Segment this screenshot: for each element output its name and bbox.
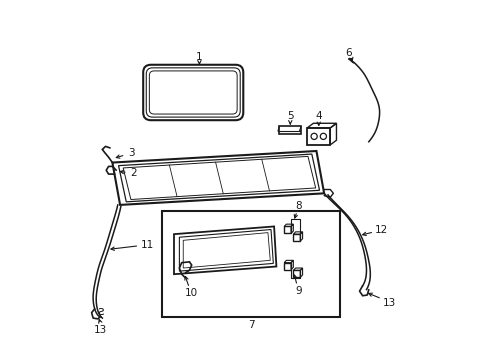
Text: 5: 5: [286, 111, 293, 121]
Text: ƨ: ƨ: [97, 305, 104, 318]
Text: 10: 10: [185, 288, 198, 298]
Text: 11: 11: [140, 240, 153, 250]
Bar: [162, 211, 339, 317]
Text: 2: 2: [130, 167, 137, 177]
Text: 3: 3: [128, 148, 135, 158]
Text: 12: 12: [374, 225, 388, 235]
Text: 1: 1: [196, 52, 203, 62]
Text: 4: 4: [315, 111, 322, 121]
Text: 9: 9: [295, 286, 302, 296]
Text: 7: 7: [247, 320, 254, 330]
Text: 8: 8: [295, 202, 302, 211]
Text: 6: 6: [345, 48, 351, 58]
Text: 13: 13: [382, 298, 395, 309]
Text: 13: 13: [94, 325, 107, 335]
